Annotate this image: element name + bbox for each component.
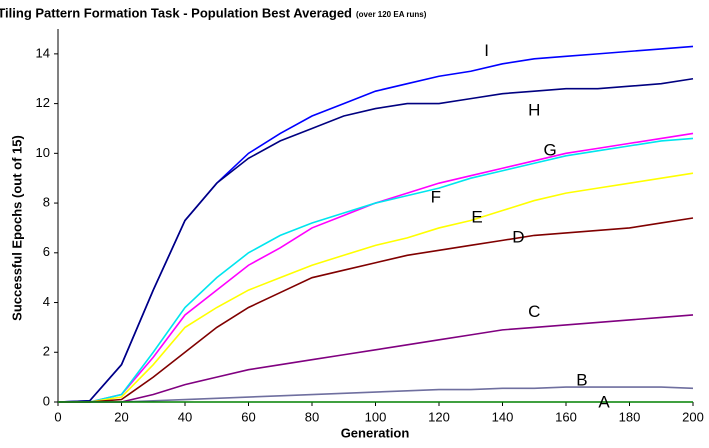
series-label: E xyxy=(471,207,482,226)
y-tick-label: 6 xyxy=(43,244,50,259)
x-tick-label: 40 xyxy=(178,409,192,424)
x-tick-label: 160 xyxy=(555,409,577,424)
x-tick-label: 180 xyxy=(619,409,641,424)
series-label: G xyxy=(544,140,557,159)
y-axis-label: Successful Epochs (out of 15) xyxy=(9,135,24,321)
x-tick-label: 20 xyxy=(114,409,128,424)
series-line xyxy=(58,217,694,403)
y-tick-label: 10 xyxy=(36,145,50,160)
y-tick-label: 14 xyxy=(36,45,50,60)
series-label: B xyxy=(576,370,587,389)
y-tick-label: 4 xyxy=(43,294,50,309)
y-tick-label: 8 xyxy=(43,195,50,210)
series-line xyxy=(58,386,694,403)
series-label: H xyxy=(528,101,540,120)
y-tick-label: 0 xyxy=(43,393,50,408)
x-tick-label: 200 xyxy=(682,409,704,424)
x-tick-label: 140 xyxy=(492,409,514,424)
x-tick-label: 100 xyxy=(365,409,387,424)
y-tick-label: 12 xyxy=(36,95,50,110)
x-axis-label: Generation xyxy=(341,425,410,440)
y-tick-label: 2 xyxy=(43,344,50,359)
chart-subtitle: (over 120 EA runs) xyxy=(356,10,427,19)
series-line xyxy=(57,45,694,403)
series-label: D xyxy=(512,227,524,246)
x-tick-label: 0 xyxy=(54,409,61,424)
series-label: C xyxy=(528,302,540,321)
series-line xyxy=(58,314,694,403)
x-tick-label: 80 xyxy=(305,409,319,424)
series-line xyxy=(58,172,694,403)
series-label: F xyxy=(431,188,441,207)
series-line xyxy=(58,137,694,403)
series-label: A xyxy=(598,393,610,412)
series-line xyxy=(57,77,694,403)
series-line xyxy=(58,132,694,403)
series-label: I xyxy=(484,41,489,60)
x-tick-label: 60 xyxy=(241,409,255,424)
x-tick-label: 120 xyxy=(428,409,450,424)
chart-title: 3x3 Tiling Pattern Formation Task - Popu… xyxy=(0,5,352,20)
